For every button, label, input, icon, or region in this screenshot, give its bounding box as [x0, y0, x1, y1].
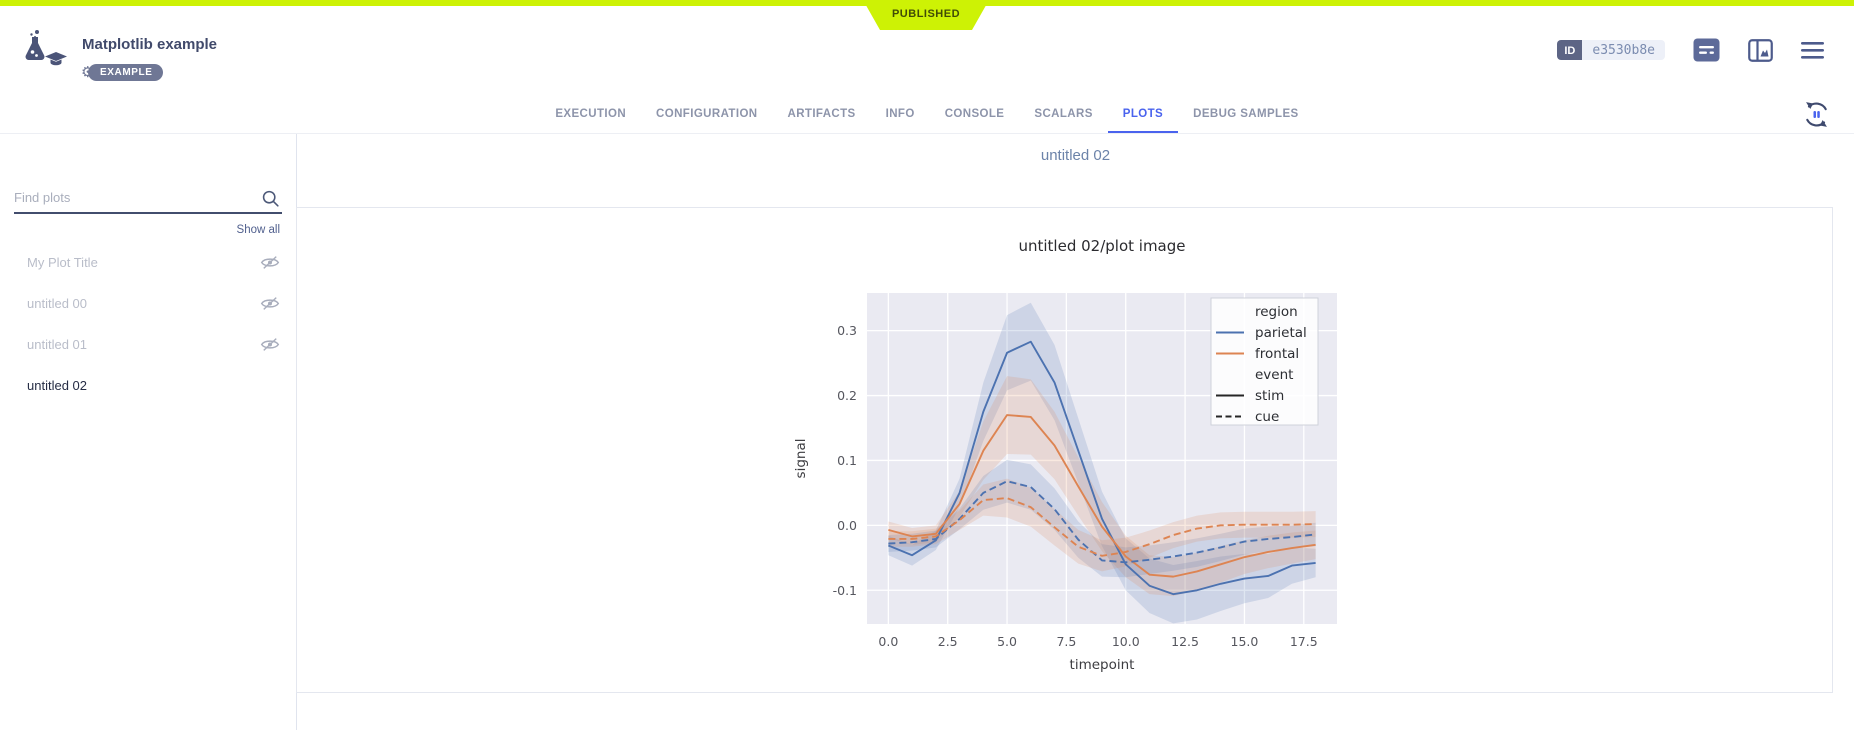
experiment-type-icon — [20, 28, 68, 75]
plot-list-item-label: My Plot Title — [27, 255, 98, 270]
svg-text:untitled 02/plot image: untitled 02/plot image — [1018, 237, 1185, 255]
svg-text:frontal: frontal — [1255, 346, 1299, 362]
plot-search — [14, 186, 282, 214]
svg-text:7.5: 7.5 — [1056, 634, 1076, 649]
line-chart[interactable]: -0.1 0.0 0.1 0.2 0.3 0.0 2.5 5.0 7.5 10.0 12.5 15.0… — [785, 216, 1405, 686]
plot-list-item[interactable]: untitled 02 — [0, 365, 296, 406]
search-input[interactable] — [14, 186, 282, 212]
svg-text:0.1: 0.1 — [837, 453, 857, 468]
plot-list-item[interactable]: untitled 00 — [0, 283, 296, 324]
svg-text:0.3: 0.3 — [837, 323, 857, 338]
eye-off-icon[interactable] — [260, 296, 280, 311]
show-all-link[interactable]: Show all — [236, 224, 280, 236]
svg-text:0.2: 0.2 — [837, 388, 857, 403]
svg-text:17.5: 17.5 — [1290, 634, 1318, 649]
plot-list-item-label: untitled 00 — [27, 296, 87, 311]
tab-bar: EXECUTION CONFIGURATION ARTIFACTS INFO CONSO… — [0, 96, 1854, 134]
status-ribbon-label: PUBLISHED — [891, 8, 961, 20]
tab-scalars[interactable]: SCALARS — [1034, 107, 1093, 120]
svg-text:timepoint: timepoint — [1070, 657, 1135, 673]
example-badge-label: EXAMPLE — [100, 67, 153, 78]
svg-text:0.0: 0.0 — [878, 634, 898, 649]
svg-text:region: region — [1255, 304, 1298, 320]
experiment-id-chip[interactable]: ID e3530b8e — [1557, 40, 1665, 60]
plot-list-item[interactable]: My Plot Title — [0, 242, 296, 283]
tab-execution[interactable]: EXECUTION — [555, 107, 627, 120]
tab-plots[interactable]: PLOTS — [1107, 96, 1179, 133]
search-icon — [261, 189, 280, 213]
svg-text:signal: signal — [793, 439, 809, 479]
plots-panel: untitled 02 -0.1 0.0 0.1 0.2 0.3 0.0 2.5 5.0 7.5… — [296, 134, 1854, 730]
tab-console[interactable]: CONSOLE — [944, 107, 1005, 120]
svg-text:15.0: 15.0 — [1231, 634, 1259, 649]
experiment-title: Matplotlib example — [82, 36, 218, 53]
tab-debug-samples[interactable]: DEBUG SAMPLES — [1193, 107, 1299, 120]
plot-list-item-label: untitled 01 — [27, 337, 87, 352]
plot-list-item-label: untitled 02 — [27, 378, 87, 393]
tab-configuration[interactable]: CONFIGURATION — [656, 107, 758, 120]
svg-text:cue: cue — [1255, 409, 1279, 425]
eye-off-icon[interactable] — [260, 337, 280, 352]
svg-text:stim: stim — [1255, 388, 1284, 404]
example-badge: ⚙ EXAMPLE — [81, 63, 163, 81]
plots-sidebar: Show all My Plot Title untitled 00 untitle… — [0, 134, 297, 730]
plot-list-item[interactable]: untitled 01 — [0, 324, 296, 365]
menu-icon[interactable] — [1801, 41, 1824, 60]
graduation-cap-icon — [45, 52, 67, 66]
svg-text:2.5: 2.5 — [938, 634, 958, 649]
id-value: e3530b8e — [1582, 40, 1665, 60]
auto-refresh-icon[interactable] — [1801, 99, 1832, 135]
plot-list: My Plot Title untitled 00 untitled 01 untit… — [0, 242, 296, 406]
gear-icon: ⚙ — [81, 63, 96, 81]
eye-off-icon[interactable] — [260, 255, 280, 270]
svg-text:parietal: parietal — [1255, 325, 1307, 341]
svg-text:0.0: 0.0 — [837, 518, 857, 533]
plot-card: -0.1 0.0 0.1 0.2 0.3 0.0 2.5 5.0 7.5 10.0 12.5 15.0… — [296, 207, 1833, 693]
side-panel-icon[interactable] — [1748, 38, 1773, 62]
svg-text:5.0: 5.0 — [997, 634, 1017, 649]
header-actions: ID e3530b8e — [1557, 38, 1824, 62]
content-area: Show all My Plot Title untitled 00 untitle… — [0, 134, 1854, 730]
app-header: Matplotlib example ⚙ EXAMPLE ID e3530b8e — [0, 6, 1854, 96]
svg-text:12.5: 12.5 — [1171, 634, 1199, 649]
tab-artifacts[interactable]: ARTIFACTS — [787, 107, 856, 120]
svg-text:10.0: 10.0 — [1112, 634, 1140, 649]
details-icon[interactable] — [1693, 38, 1720, 62]
status-ribbon: PUBLISHED — [863, 0, 989, 30]
tab-info[interactable]: INFO — [885, 107, 915, 120]
section-title: untitled 02 — [1040, 147, 1111, 164]
svg-text:event: event — [1255, 367, 1293, 383]
svg-text:-0.1: -0.1 — [833, 583, 857, 598]
id-label: ID — [1557, 40, 1583, 60]
